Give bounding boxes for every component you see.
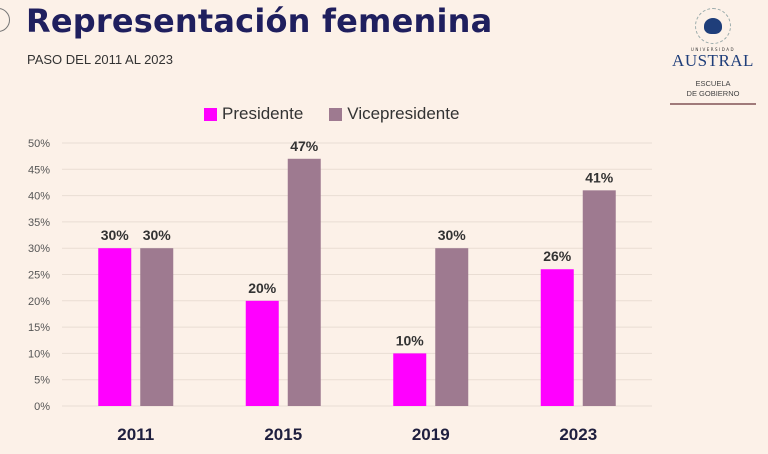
y-tick-label: 10% (28, 348, 50, 360)
y-tick-label: 15% (28, 322, 50, 334)
page-title: Representación femenina (26, 2, 493, 40)
legend-swatch-vicepresidente (329, 107, 343, 121)
y-tick-label: 30% (28, 243, 50, 255)
y-tick-label: 45% (28, 164, 50, 176)
data-label: 30% (438, 227, 467, 243)
data-label: 30% (143, 227, 172, 243)
logo-divider (670, 103, 756, 105)
logo-school-line2: DE GOBIERNO (686, 89, 740, 98)
y-tick-label: 25% (28, 270, 50, 282)
x-tick-label: 2015 (264, 425, 302, 444)
bar-presidente-2023 (540, 269, 574, 406)
bar-vicepresidente-2011 (140, 248, 174, 406)
logo-top-text: UNIVERSIDAD (690, 47, 736, 52)
legend-item-presidente: Presidente (204, 104, 303, 124)
y-tick-label: 50% (28, 138, 50, 150)
legend-swatch-presidente (204, 107, 217, 121)
bar-presidente-2019 (393, 353, 427, 406)
y-tick-label: 20% (28, 296, 50, 308)
legend-label-presidente: Presidente (222, 104, 304, 123)
bar-vicepresidente-2023 (582, 190, 616, 406)
y-tick-label: 40% (28, 191, 50, 203)
page-subtitle: PASO DEL 2011 AL 2023 (27, 52, 173, 67)
legend-label-vicepresidente: Vicepresidente (347, 104, 460, 123)
university-logo: UNIVERSIDAD AUSTRAL ESCUELA DE GOBIERNO (668, 8, 758, 105)
y-tick-label: 5% (34, 375, 50, 387)
data-label: 47% (290, 138, 319, 154)
tree-emblem-icon (695, 8, 731, 44)
bar-vicepresidente-2015 (287, 158, 321, 406)
bar-presidente-2015 (245, 300, 279, 406)
x-tick-label: 2023 (559, 425, 597, 444)
bar-vicepresidente-2019 (435, 248, 469, 406)
data-label: 20% (248, 280, 277, 296)
logo-school-line1: ESCUELA (695, 79, 731, 88)
logo-school: ESCUELA DE GOBIERNO (668, 79, 758, 99)
data-label: 41% (585, 169, 614, 185)
logo-name: AUSTRAL (672, 51, 754, 70)
y-tick-label: 35% (28, 217, 50, 229)
bar-presidente-2011 (98, 248, 132, 406)
x-tick-label: 2011 (117, 425, 154, 444)
data-label: 30% (101, 227, 130, 243)
legend-item-vicepresidente: Vicepresidente (329, 104, 459, 124)
chart-legend: Presidente Vicepresidente (204, 104, 459, 124)
data-label: 10% (396, 332, 425, 348)
x-tick-label: 2019 (412, 425, 450, 444)
y-tick-label: 0% (34, 401, 50, 413)
data-label: 26% (543, 248, 572, 264)
